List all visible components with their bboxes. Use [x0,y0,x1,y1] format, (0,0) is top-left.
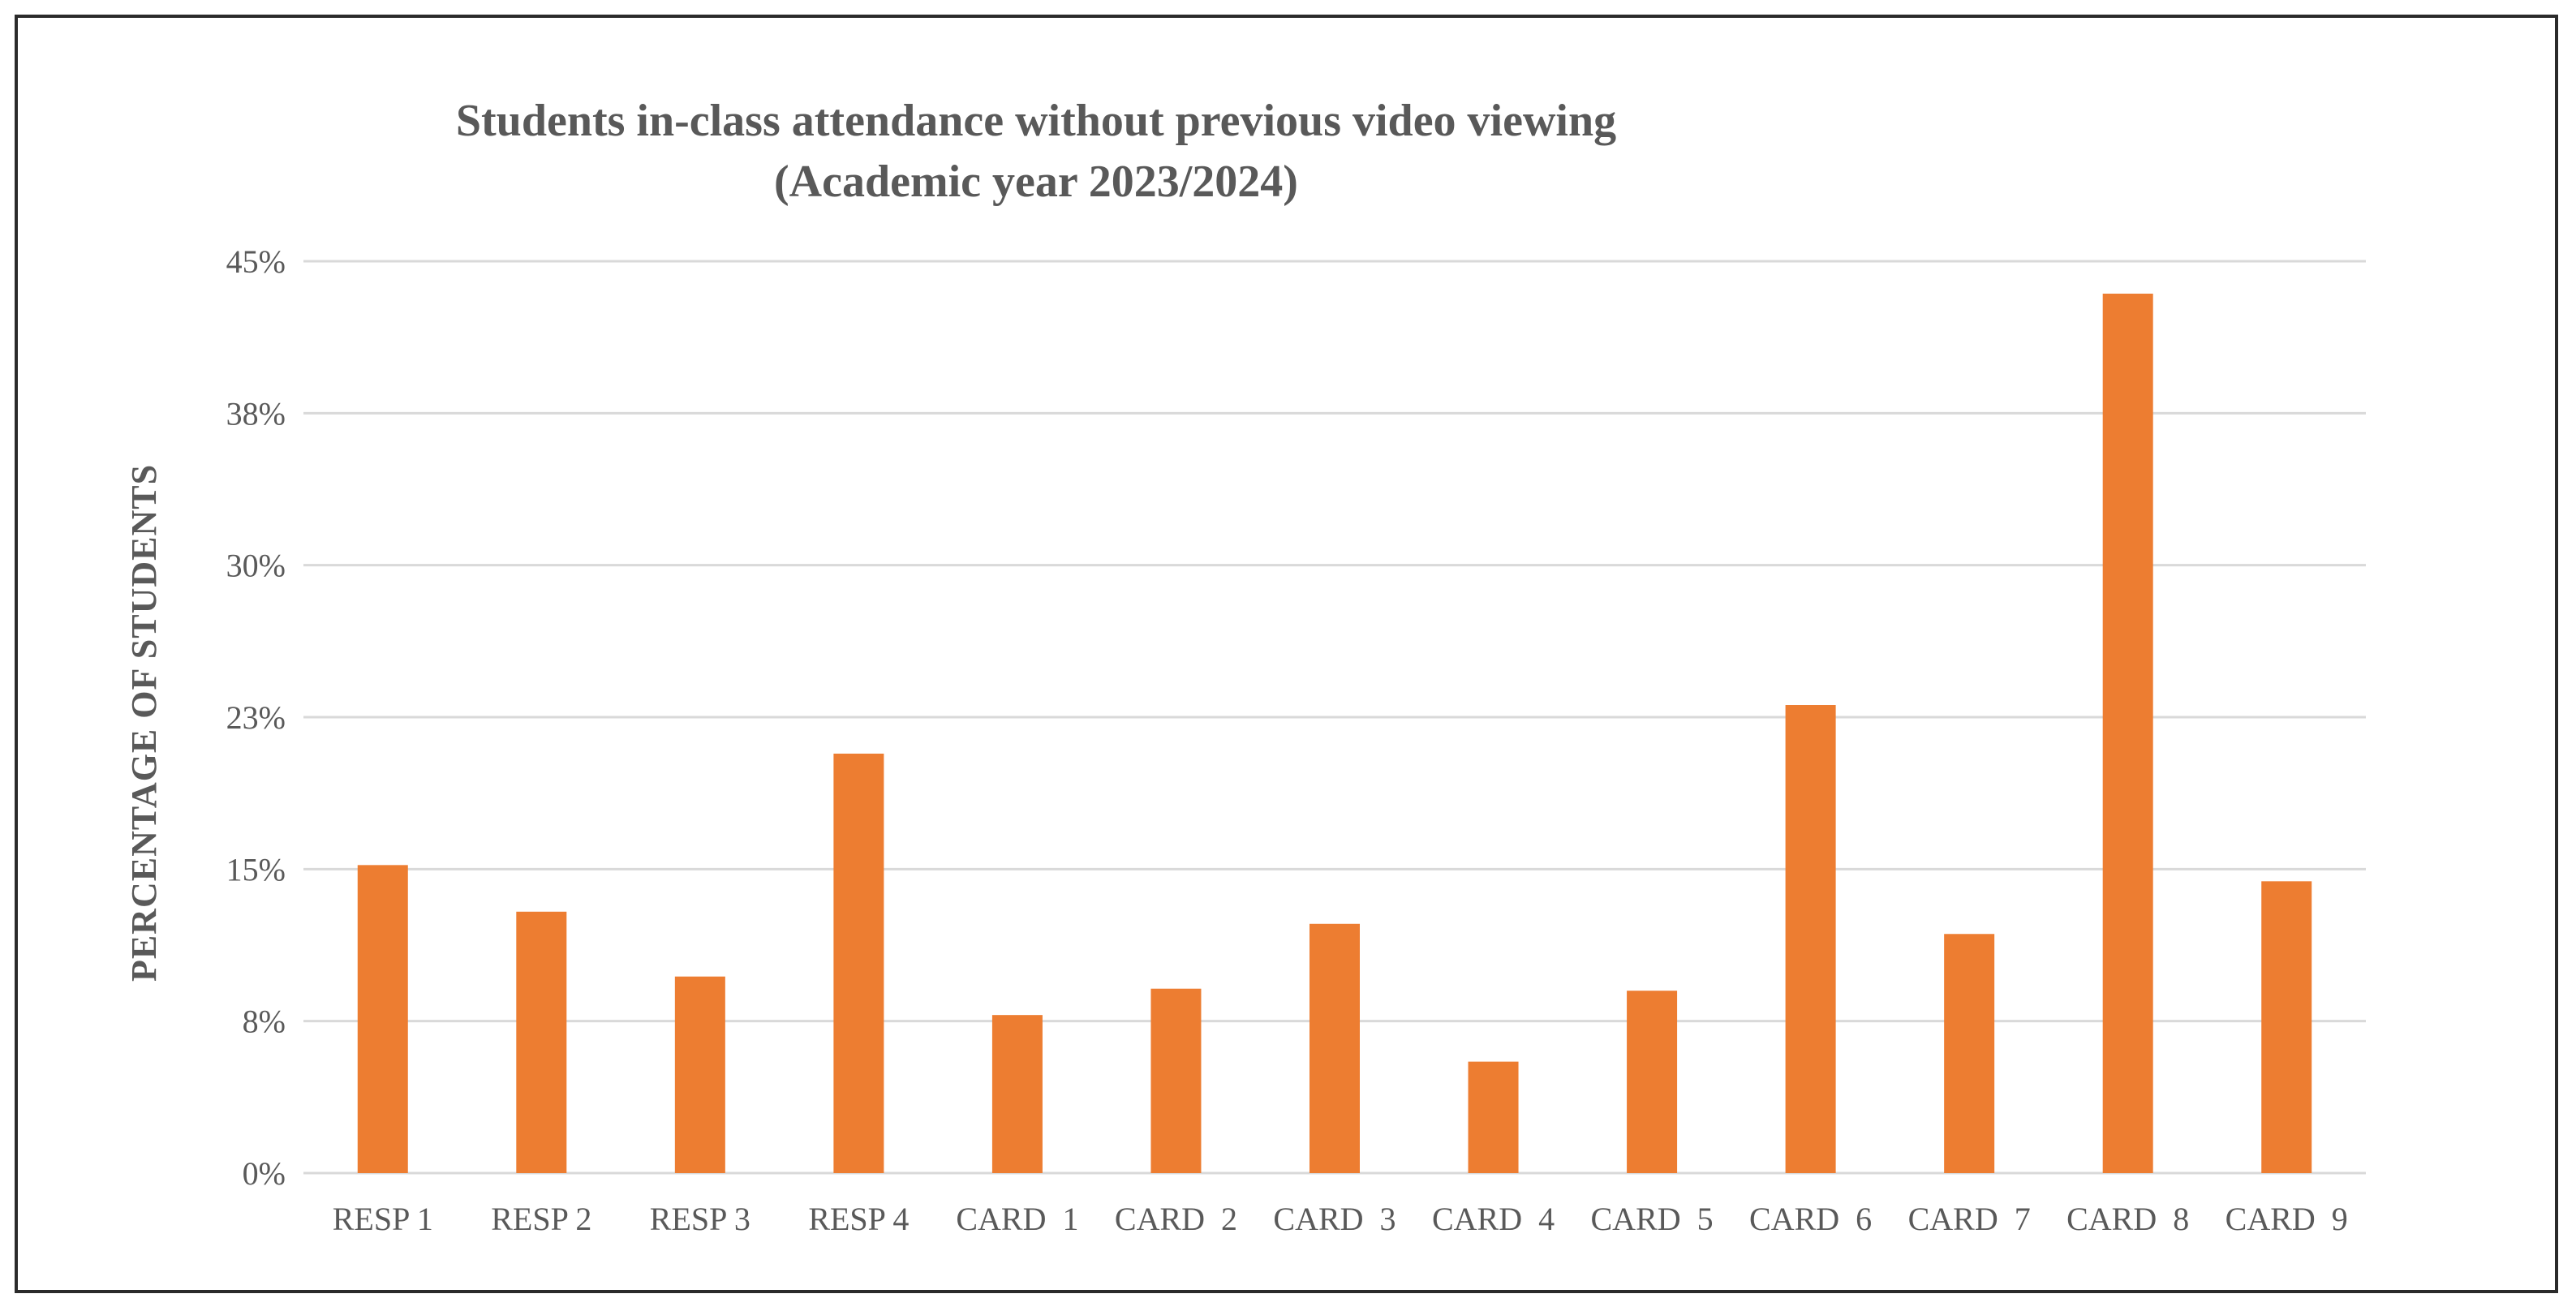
x-axis-ticks: RESP 1 RESP 2 RESP 3 RESP 4 CARD 1 CARD 2 CARD… [333,1201,2348,1237]
bar [1310,923,1360,1173]
y-tick-label: 38% [226,395,286,432]
x-tick-label: RESP 2 [491,1201,591,1237]
x-tick-label: RESP 1 [333,1201,433,1237]
bar [357,865,408,1173]
x-tick-label: CARD 9 [2226,1201,2348,1237]
y-tick-label: 23% [226,699,286,736]
y-tick-label: 45% [226,243,286,280]
bar [2102,293,2153,1173]
x-tick-label: CARD 3 [1273,1201,1396,1237]
x-tick-label: RESP 3 [650,1201,750,1237]
bars [357,293,2312,1173]
y-tick-label: 8% [243,1004,286,1040]
bar [1944,934,1995,1173]
bar [674,976,725,1173]
y-tick-label: 15% [226,851,286,888]
x-tick-label: CARD 2 [1115,1201,1237,1237]
bar [1627,991,1678,1173]
bar [1150,988,1202,1173]
x-tick-label: CARD 4 [1432,1201,1555,1237]
x-tick-label: CARD 6 [1749,1201,1872,1237]
bar [991,1015,1043,1173]
bar [2261,881,2312,1173]
bar [516,911,567,1173]
chart-subtitle: (Academic year 2023/2024) [774,157,1298,207]
gridlines [303,260,2366,1175]
y-tick-label: 30% [226,548,286,584]
chart-title: Students in-class attendance without pre… [456,96,1616,146]
bar [833,753,884,1173]
chart-frame: 0% 8% 15% 23% 30% 38% 45% RESP 1 RESP 2 RESP 3 RE… [15,15,2558,1293]
bar-chart: 0%8%15%23%30%38%45% RESP 1 RESP 2 RESP 3 RE… [124,96,2366,1237]
x-tick-label: CARD 8 [2066,1201,2189,1237]
x-tick-label: CARD 7 [1908,1201,2031,1237]
x-tick-label: CARD 1 [956,1201,1078,1237]
y-tick-label: 0% [243,1155,286,1192]
y-axis-ticks: 0% 8% 15% 23% 30% 38% 45% [226,243,286,1192]
x-tick-label: RESP 4 [808,1201,909,1237]
y-axis-label: PERCENTAGE OF STUDENTS [124,464,164,982]
x-tick-label: CARD 5 [1591,1201,1714,1237]
bar [1785,705,1836,1173]
bar [1468,1061,1519,1173]
